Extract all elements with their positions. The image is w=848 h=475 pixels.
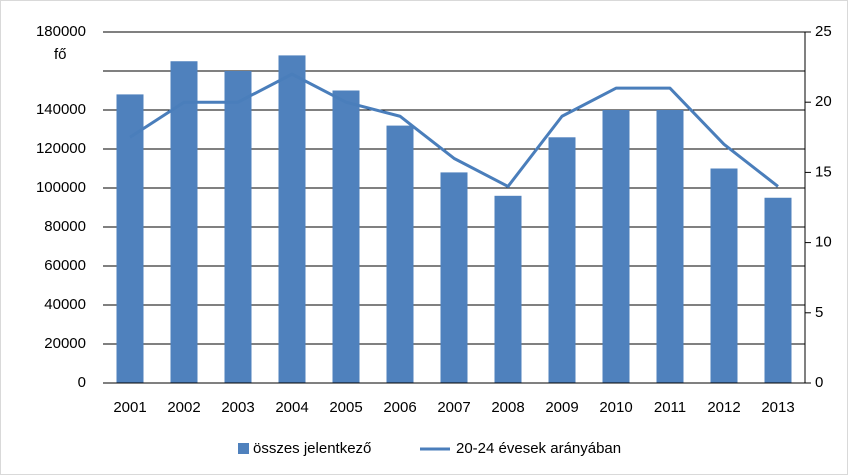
bar	[116, 94, 144, 384]
legend-label: összes jelentkező	[253, 440, 371, 457]
legend-label: 20-24 évesek arányában	[456, 440, 621, 457]
bar	[656, 110, 684, 383]
x-tick-label: 2010	[599, 399, 632, 416]
y-tick-label: 0	[78, 374, 86, 391]
y-axis-label: fő	[54, 46, 67, 63]
y2-tick-label: 15	[815, 163, 832, 180]
bar	[278, 55, 306, 384]
bar	[386, 125, 414, 383]
y-tick-label: 100000	[36, 179, 86, 196]
x-tick-label: 2008	[491, 399, 524, 416]
bar	[170, 61, 198, 383]
y-tick-label: 60000	[44, 257, 86, 274]
legend-swatch	[238, 443, 249, 454]
y-tick-label: 80000	[44, 218, 86, 235]
bar	[548, 137, 576, 383]
x-tick-label: 2003	[221, 399, 254, 416]
x-tick-label: 2011	[654, 399, 686, 416]
bar	[224, 71, 252, 383]
y-tick-label: 120000	[36, 140, 86, 157]
x-tick-label: 2009	[545, 399, 578, 416]
x-tick-label: 2007	[437, 399, 470, 416]
x-tick-label: 2002	[167, 399, 200, 416]
y2-tick-label: 0	[815, 374, 823, 391]
x-tick-label: 2013	[761, 399, 794, 416]
bar	[332, 90, 360, 383]
x-tick-label: 2006	[383, 399, 416, 416]
bar	[764, 197, 792, 383]
y2-tick-label: 20	[815, 93, 832, 110]
bar	[710, 168, 738, 383]
x-tick-label: 2012	[707, 399, 740, 416]
y2-tick-label: 5	[815, 304, 823, 321]
y-tick-label: 20000	[44, 335, 86, 352]
x-tick-label: 2005	[329, 399, 362, 416]
bar	[440, 172, 468, 383]
x-tick-label: 2001	[113, 399, 146, 416]
y2-tick-label: 25	[815, 23, 832, 40]
y2-tick-label: 10	[815, 234, 832, 251]
x-tick-label: 2004	[275, 399, 308, 416]
bar	[602, 110, 630, 383]
y-tick-label: 40000	[44, 296, 86, 313]
line	[129, 72, 779, 188]
y-tick-label: 180000	[36, 23, 86, 40]
y-tick-label: 140000	[36, 101, 86, 118]
bar	[494, 195, 522, 383]
